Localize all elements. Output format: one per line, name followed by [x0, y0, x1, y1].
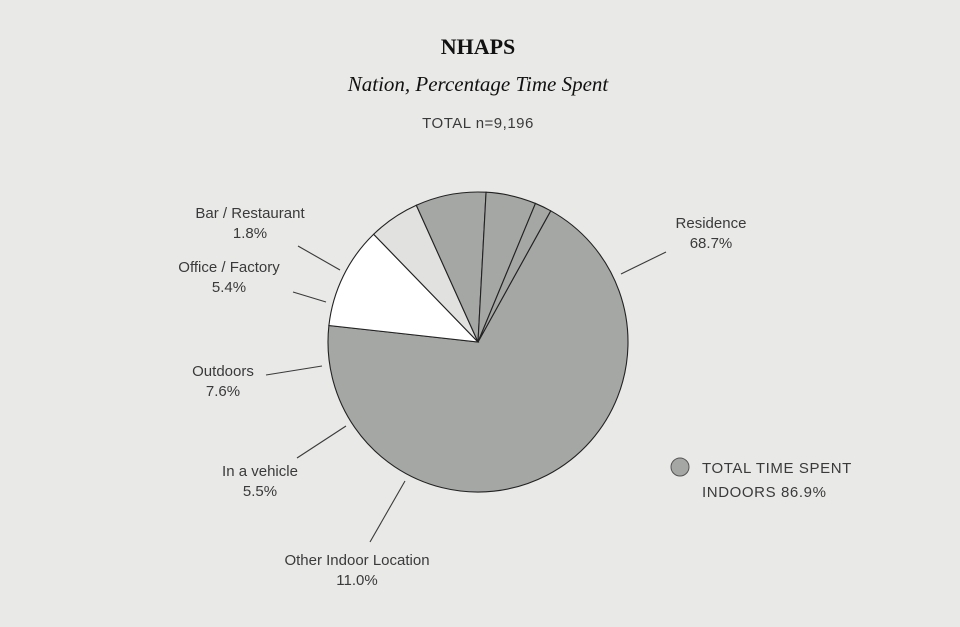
slice-name-label: Outdoors: [192, 363, 254, 380]
chart-title: NHAPS: [441, 34, 516, 59]
legend-swatch: [670, 457, 690, 477]
legend-line-2: INDOORS 86.9%: [702, 484, 827, 501]
slice-name-label: Other Indoor Location: [284, 552, 429, 569]
slice-name-label: In a vehicle: [222, 463, 298, 480]
slice-value-label: 68.7%: [690, 235, 733, 252]
slice-value-label: 5.4%: [212, 279, 246, 296]
pie-slice-bar-restaurant: [477, 202, 552, 343]
slice-name-label: Office / Factory: [178, 259, 280, 276]
chart-subtitle: Nation, Percentage Time Spent: [347, 72, 610, 96]
pie-slice-other-indoor-location: [328, 233, 480, 343]
leader-line: [369, 480, 406, 543]
legend-line-1: TOTAL TIME SPENT: [702, 460, 852, 477]
pie-slice-residence: [327, 210, 629, 493]
leader-line: [292, 291, 327, 303]
legend: TOTAL TIME SPENT INDOORS 86.9%: [670, 457, 852, 501]
slice-name-label: Residence: [676, 215, 747, 232]
leader-line: [620, 251, 667, 275]
slice-value-label: 1.8%: [233, 225, 267, 242]
total-n-label: TOTAL n=9,196: [422, 115, 534, 132]
slice-labels: Residence 68.7% Other Indoor Location 11.0%…: [178, 205, 746, 589]
slice-value-label: 7.6%: [206, 383, 240, 400]
leader-line: [296, 425, 347, 459]
slice-value-label: 5.5%: [243, 483, 277, 500]
slice-value-label: 11.0%: [336, 572, 377, 589]
slice-name-label: Bar / Restaurant: [195, 205, 305, 222]
leader-line: [297, 245, 341, 271]
leader-line: [265, 365, 323, 376]
pie-slices: [327, 191, 629, 493]
